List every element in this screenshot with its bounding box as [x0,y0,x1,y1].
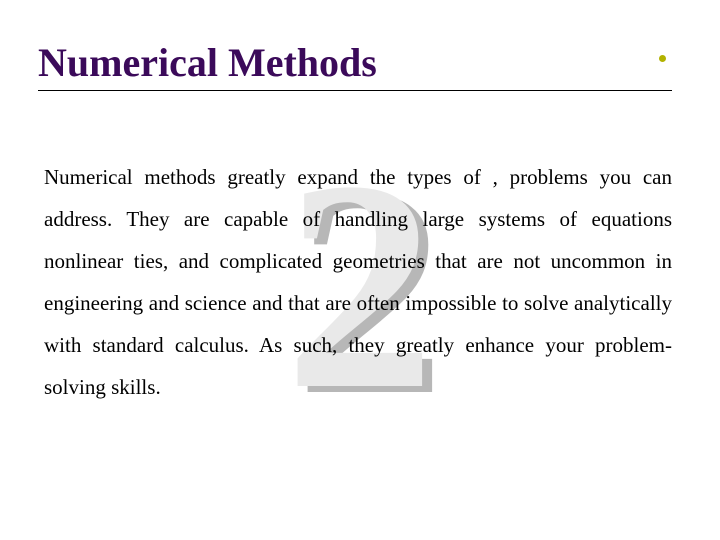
page-title: Numerical Methods [38,42,672,84]
body-paragraph: Numerical methods greatly expand the typ… [44,156,672,408]
title-underline [38,90,672,91]
title-block: Numerical Methods [38,42,672,91]
title-bullet-icon [659,55,666,62]
slide: 2 2 Numerical Methods Numerical methods … [0,0,720,540]
